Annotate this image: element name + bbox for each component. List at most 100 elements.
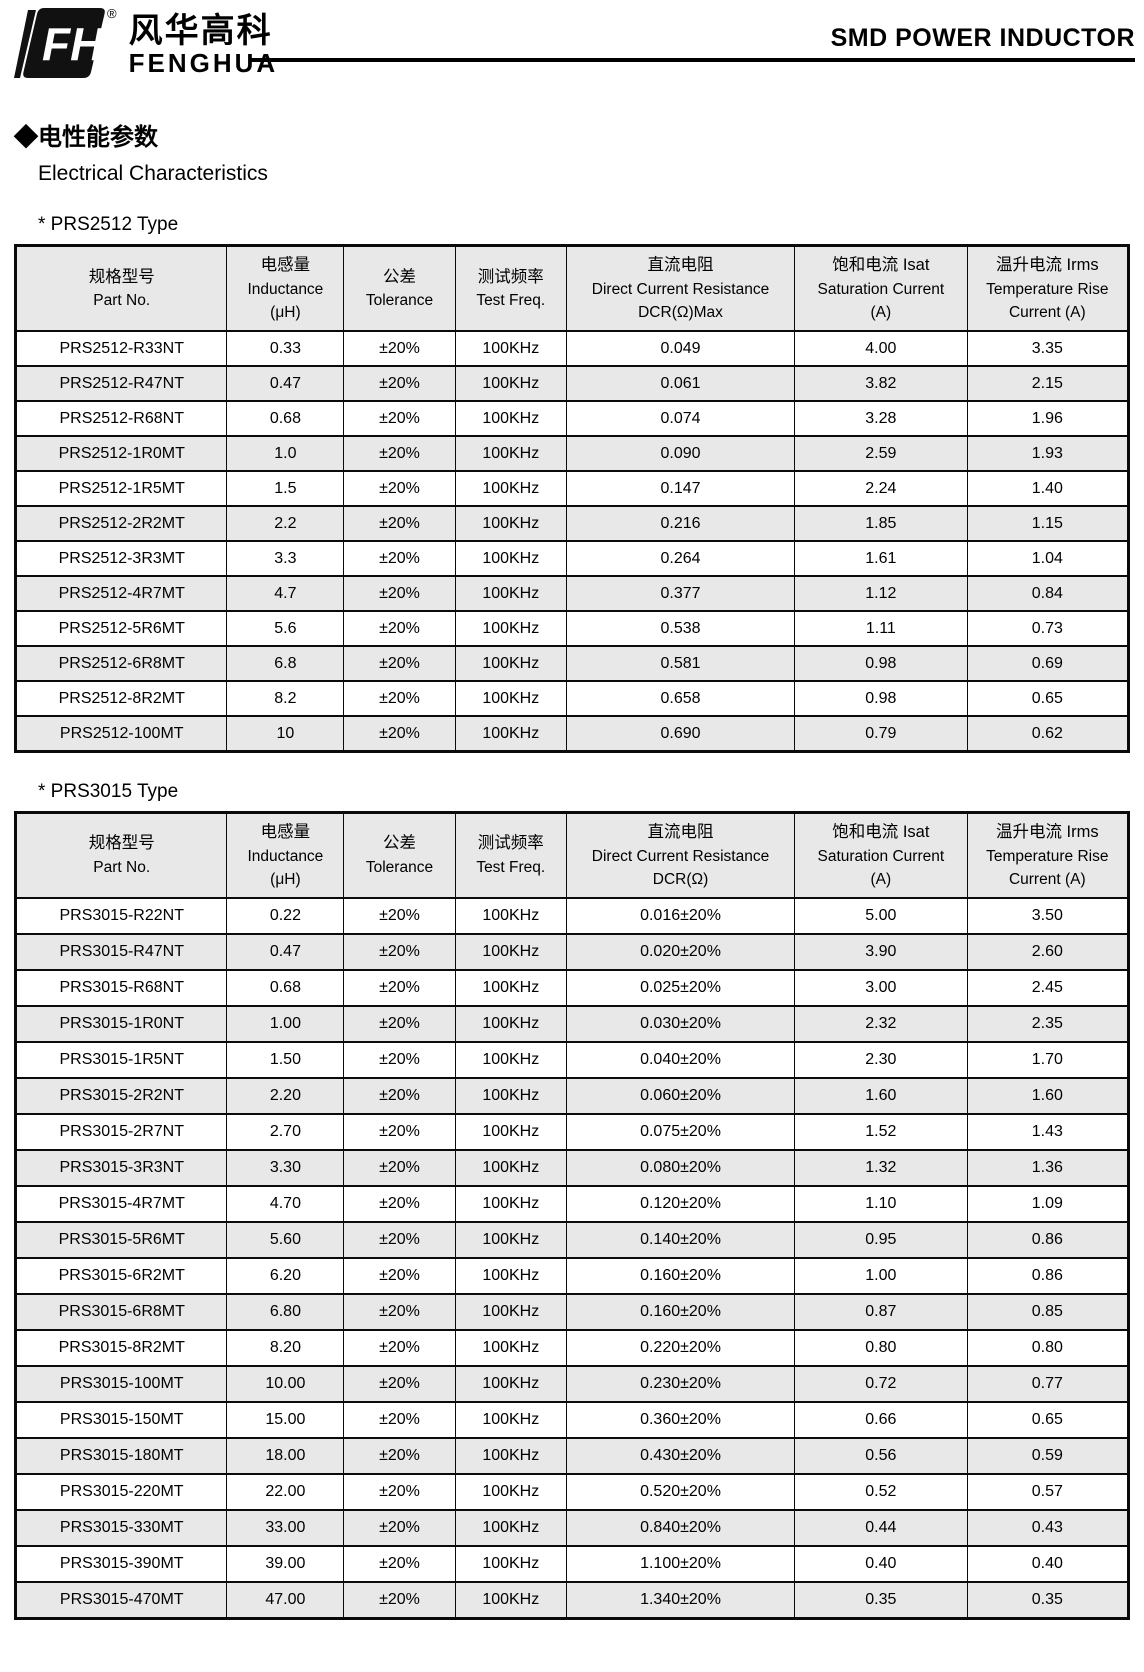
cell-tolerance: ±20% [343, 330, 456, 368]
cell-inductance: 6.80 [226, 1293, 345, 1331]
cell-tolerance: ±20% [343, 1581, 456, 1619]
prs2512-section: * PRS2512 Type 规格型号 Part No. 电感量 Inductance… [0, 214, 1144, 753]
cell-isat: 3.00 [794, 969, 968, 1007]
brand-name-en: FENGHUA [128, 48, 279, 78]
cell-inductance: 8.20 [226, 1329, 345, 1367]
cell-irms: 1.60 [966, 1077, 1130, 1115]
table-row: PRS2512-R47NT 0.47 ±20% 100KHz 0.061 3.82 2.15 [14, 365, 1130, 403]
cell-dcr: 0.074 [565, 400, 796, 438]
table-row: PRS3015-4R7MT 4.70 ±20% 100KHz 0.120±20% 1.10… [14, 1185, 1130, 1223]
cell-dcr: 0.025±20% [565, 969, 796, 1007]
cell-part_no: PRS3015-8R2MT [14, 1329, 228, 1367]
table-row: PRS2512-5R6MT 5.6 ±20% 100KHz 0.538 1.11 0.73 [14, 610, 1130, 648]
cell-irms: 0.86 [966, 1257, 1130, 1295]
cell-irms: 0.62 [966, 715, 1130, 753]
cell-part_no: PRS3015-R68NT [14, 969, 228, 1007]
cell-dcr: 0.377 [565, 575, 796, 613]
table-row: PRS3015-390MT 39.00 ±20% 100KHz 1.100±20% 0.4… [14, 1545, 1130, 1583]
table-row: PRS2512-R68NT 0.68 ±20% 100KHz 0.074 3.28 1.96 [14, 400, 1130, 438]
cell-inductance: 0.33 [226, 330, 345, 368]
table-row: PRS3015-8R2MT 8.20 ±20% 100KHz 0.220±20% 0.80… [14, 1329, 1130, 1367]
cell-test_freq: 100KHz [454, 330, 567, 368]
cell-part_no: PRS3015-R47NT [14, 933, 228, 971]
cell-inductance: 1.0 [226, 435, 345, 473]
cell-part_no: PRS3015-470MT [14, 1581, 228, 1619]
cell-isat: 0.35 [794, 1581, 968, 1619]
page-header: FH ® 风华高科 FENGHUA SMD POWER INDUCTOR [0, 0, 1144, 95]
table-row: PRS3015-R68NT 0.68 ±20% 100KHz 0.025±20% 3.00… [14, 969, 1130, 1007]
cell-test_freq: 100KHz [454, 1113, 567, 1151]
cell-dcr: 0.538 [565, 610, 796, 648]
cell-part_no: PRS3015-100MT [14, 1365, 228, 1403]
cell-inductance: 3.3 [226, 540, 345, 578]
cell-dcr: 0.360±20% [565, 1401, 796, 1439]
cell-test_freq: 100KHz [454, 365, 567, 403]
cell-tolerance: ±20% [343, 1293, 456, 1331]
cell-dcr: 0.160±20% [565, 1293, 796, 1331]
cell-test_freq: 100KHz [454, 575, 567, 613]
cell-isat: 1.52 [794, 1113, 968, 1151]
cell-tolerance: ±20% [343, 1221, 456, 1259]
cell-irms: 1.04 [966, 540, 1130, 578]
cell-isat: 1.61 [794, 540, 968, 578]
cell-isat: 0.56 [794, 1437, 968, 1475]
cell-test_freq: 100KHz [454, 1329, 567, 1367]
cell-dcr: 0.075±20% [565, 1113, 796, 1151]
cell-isat: 0.87 [794, 1293, 968, 1331]
cell-irms: 1.96 [966, 400, 1130, 438]
cell-part_no: PRS2512-2R2MT [14, 505, 228, 543]
cell-irms: 2.35 [966, 1005, 1130, 1043]
cell-inductance: 5.6 [226, 610, 345, 648]
table-row: PRS2512-6R8MT 6.8 ±20% 100KHz 0.581 0.98 0.69 [14, 645, 1130, 683]
cell-dcr: 0.147 [565, 470, 796, 508]
table-row: PRS3015-180MT 18.00 ±20% 100KHz 0.430±20% 0.5… [14, 1437, 1130, 1475]
cell-isat: 0.52 [794, 1473, 968, 1511]
cell-inductance: 2.70 [226, 1113, 345, 1151]
cell-isat: 2.30 [794, 1041, 968, 1079]
cell-dcr: 0.040±20% [565, 1041, 796, 1079]
cell-test_freq: 100KHz [454, 1473, 567, 1511]
header-row: 规格型号 Part No. 电感量 Inductance (μH) 公差 Tolerance… [14, 244, 1130, 333]
col-header-tolerance: 公差 Tolerance [343, 811, 456, 899]
cell-irms: 0.80 [966, 1329, 1130, 1367]
cell-tolerance: ±20% [343, 505, 456, 543]
cell-inductance: 5.60 [226, 1221, 345, 1259]
cell-part_no: PRS2512-4R7MT [14, 575, 228, 613]
cell-part_no: PRS2512-1R5MT [14, 470, 228, 508]
cell-dcr: 0.658 [565, 680, 796, 718]
cell-part_no: PRS3015-R22NT [14, 897, 228, 935]
cell-irms: 1.09 [966, 1185, 1130, 1223]
table-row: PRS3015-2R7NT 2.70 ±20% 100KHz 0.075±20% 1.52… [14, 1113, 1130, 1151]
cell-tolerance: ±20% [343, 1185, 456, 1223]
cell-test_freq: 100KHz [454, 1401, 567, 1439]
prs3015-table-label: * PRS3015 Type [38, 780, 179, 802]
cell-isat: 1.00 [794, 1257, 968, 1295]
cell-test_freq: 100KHz [454, 1581, 567, 1619]
cell-dcr: 0.020±20% [565, 933, 796, 971]
table-row: PRS2512-1R5MT 1.5 ±20% 100KHz 0.147 2.24 1.40 [14, 470, 1130, 508]
col-header-inductance: 电感量 Inductance (μH) [226, 811, 345, 899]
cell-part_no: PRS3015-1R0NT [14, 1005, 228, 1043]
cell-inductance: 22.00 [226, 1473, 345, 1511]
table-row: PRS2512-8R2MT 8.2 ±20% 100KHz 0.658 0.98 0.65 [14, 680, 1130, 718]
fenghua-logo-icon: FH [14, 8, 105, 78]
cell-part_no: PRS3015-180MT [14, 1437, 228, 1475]
table-row: PRS3015-1R5NT 1.50 ±20% 100KHz 0.040±20% 2.30… [14, 1041, 1130, 1079]
cell-inductance: 6.8 [226, 645, 345, 683]
section-title-en: Electrical Characteristics [38, 162, 268, 185]
table-row: PRS3015-R47NT 0.47 ±20% 100KHz 0.020±20% 3.90… [14, 933, 1130, 971]
cell-inductance: 15.00 [226, 1401, 345, 1439]
cell-tolerance: ±20% [343, 1509, 456, 1547]
cell-tolerance: ±20% [343, 1545, 456, 1583]
document-title: SMD POWER INDUCTOR [830, 24, 1135, 52]
cell-dcr: 0.220±20% [565, 1329, 796, 1367]
table-row: PRS3015-470MT 47.00 ±20% 100KHz 1.340±20% 0.3… [14, 1581, 1130, 1619]
cell-part_no: PRS3015-6R8MT [14, 1293, 228, 1331]
table-row: PRS3015-2R2NT 2.20 ±20% 100KHz 0.060±20% 1.60… [14, 1077, 1130, 1115]
cell-inductance: 1.50 [226, 1041, 345, 1079]
table-row: PRS2512-2R2MT 2.2 ±20% 100KHz 0.216 1.85 1.15 [14, 505, 1130, 543]
cell-isat: 1.60 [794, 1077, 968, 1115]
cell-dcr: 0.090 [565, 435, 796, 473]
cell-dcr: 1.340±20% [565, 1581, 796, 1619]
col-header-dcr: 直流电阻 Direct Current Resistance DCR(Ω) [565, 811, 796, 899]
